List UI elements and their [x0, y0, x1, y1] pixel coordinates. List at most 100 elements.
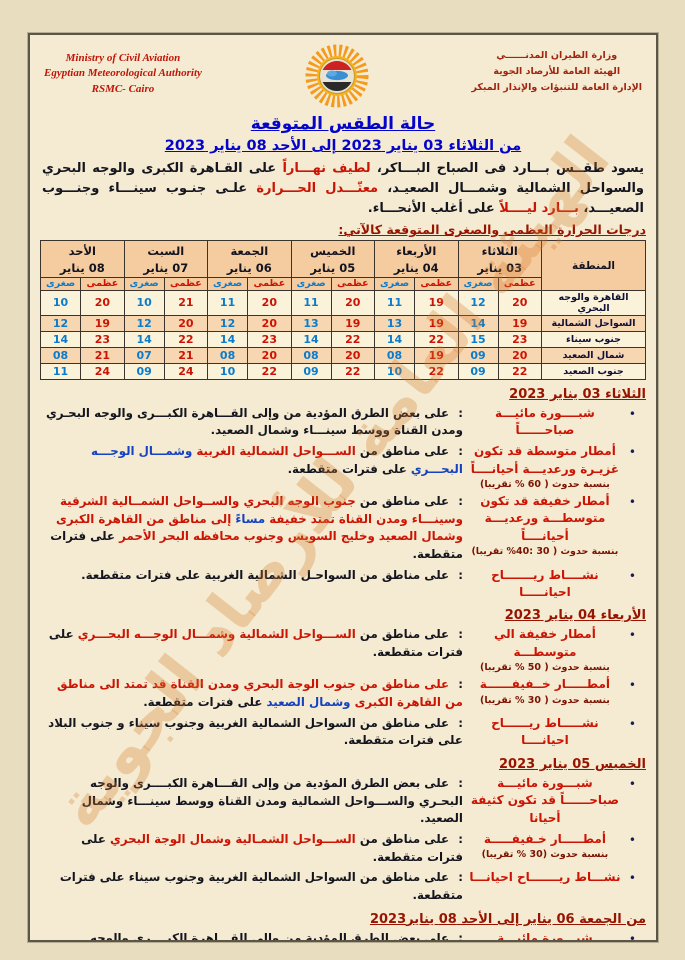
min-temp-cell: 14	[290, 330, 332, 348]
bullet-label-column: نشـــــاط ريــــــاح احيانــــا	[469, 715, 621, 750]
min-temp-cell: 14	[374, 330, 416, 348]
bullet-label: نشـــاط ريـــــــاح احيانـــا	[469, 870, 621, 885]
max-temp-cell: 22	[497, 362, 543, 380]
label-colon: :	[454, 493, 463, 508]
min-subheader: صغرى	[39, 276, 82, 291]
header-ar-line: وزارة الطيران المدنــــــي	[496, 50, 618, 61]
text-segment: جنوب الوجه البحري والســواحل الشمــالية …	[60, 493, 463, 526]
section-heading: الخميس 05 يناير 2023	[498, 756, 646, 772]
text-segment: على القـاهرة الكبرى والوجه البحري والسوا…	[42, 161, 644, 197]
text-segment: على مناطق من	[355, 627, 450, 642]
max-temp-cell: 19	[414, 346, 459, 364]
bullet-description: : على مناطق من جنوب الوجه البحري والســو…	[40, 493, 463, 564]
min-temp-cell: 12	[123, 314, 165, 332]
text-segment: على مناطق من السواحل الشمالية الغربية وج…	[59, 870, 463, 903]
table-body: القاهرة والوجه البحري 20 12 19 11 20 11 20 11 21 1…	[39, 289, 646, 380]
section-heading: الأربعاء 04 يناير 2023	[504, 608, 646, 624]
table-row: القاهرة والوجه البحري 20 12 19 11 20 11 20 11 21 1…	[39, 289, 646, 316]
min-temp-cell: 08	[290, 346, 332, 364]
bullet-label-column: أمطار خفيفة قد تكون متوسطـــة ورعديـــة …	[469, 493, 621, 557]
bullet-label: نشـــــاط ريــــــاح احيانــــا	[491, 715, 599, 747]
text-segment: على مناطق من السواحل الشمالية الغربية وج…	[48, 715, 463, 748]
max-temp-cell: 20	[330, 346, 376, 364]
label-colon: :	[454, 715, 463, 730]
min-temp-cell: 14	[39, 330, 82, 348]
bullet-dot-icon: •	[628, 406, 636, 421]
region-cell: شمال الصعيد	[541, 346, 646, 364]
min-temp-cell: 11	[290, 289, 332, 316]
daily-forecast-sections: الثلاثاء 03 يناير 2023 • شبــــورة مائيـــ…	[40, 386, 646, 942]
probability-note: بنسبة حدوث ( 50 % تقريبا)	[479, 662, 610, 674]
section-heading: الثلاثاء 03 يناير 2023	[509, 386, 646, 402]
forecast-bullet: • أمطار خفيفة الي متوسطـــة بنسبة حدوث ( 5…	[40, 626, 646, 673]
min-temp-cell: 12	[207, 314, 249, 332]
bullet-label-column: أمطار متوسطة قد تكون غزيـرة ورعديـــة أح…	[469, 443, 621, 490]
day-column-header: السبت 07 يناير	[123, 240, 209, 278]
day-name: الثلاثاء	[481, 244, 518, 259]
min-subheader: صغرى	[374, 276, 416, 291]
temperature-forecast-table: المنطقة الثلاثاء 03 يناير الأربعاء 04 يناير ا…	[39, 240, 646, 380]
text-segment: على بعض الطرق المؤدية من وإلى القـــاهرة…	[46, 405, 463, 438]
day-column-header: الثلاثاء 03 يناير	[457, 240, 543, 278]
day-date: 06 يناير	[226, 261, 272, 276]
bullet-label: أمطار متوسطة قد تكون غزيـرة ورعديـــة أح…	[470, 444, 620, 476]
max-temp-cell: 23	[497, 330, 543, 348]
bullet-dot-icon: •	[628, 445, 636, 460]
forecast-bullet: • نشـــاط ريـــــــاح احيانـــا: على مناط…	[40, 869, 646, 904]
max-subheader: عظمى	[330, 276, 376, 291]
bullet-label-column: نشــــاط ريـــــــاح احيانـــــا	[469, 567, 621, 602]
text-segment: لطيف نهـــاراً	[276, 161, 371, 176]
forecast-bullet: •شبـــورة مائيـــة صباحــــــاً: على بعض…	[40, 930, 646, 942]
text-segment: علـى جنـوب سينـــاء وجنـــوب الصعيـــد،	[42, 181, 644, 217]
table-row: السواحل الشمالية 19 14 19 13 19 13 20 12 20 12 19 12	[39, 314, 646, 332]
forecast-bullet: • شبــــورة مائيـــة صباحــــــاً : على بع…	[40, 405, 646, 440]
max-temp-cell: 20	[247, 289, 292, 316]
max-temp-cell: 20	[330, 289, 376, 316]
max-temp-cell: 20	[247, 346, 292, 364]
text-segment: وشمال الصعيد	[262, 694, 351, 709]
min-temp-cell: 08	[207, 346, 249, 364]
max-temp-cell: 24	[163, 362, 209, 380]
bullet-dot-icon: •	[628, 931, 636, 942]
day-date: 04 يناير	[393, 261, 439, 276]
max-temp-cell: 22	[414, 362, 459, 380]
bullet-description: : على مناطق من الســـواحل الشمالية وشمــ…	[40, 626, 463, 661]
text-segment: إلى مناطق من القاهرة الكبرى وشمال الصعيد…	[56, 511, 463, 544]
bullet-label: شبــــورة مائيـــة صباحــــــاً	[495, 405, 595, 438]
text-segment: يسود طقــس بـــارد فى الصباح البـــاكر،	[370, 161, 645, 176]
max-temp-cell: 20	[80, 289, 125, 316]
bullet-label: أمطـــــار خـفيفـــــة	[483, 832, 606, 847]
table-row: جنوب الصعيد 22 09 22 10 22 09 22 10 24 09 24 11	[39, 362, 646, 380]
bullet-label: أمطار خفيفة قد تكون متوسطـــة ورعديـــة …	[480, 493, 610, 543]
bullet-dot-icon: •	[628, 833, 636, 848]
text-segment: على أغلب الأنحـــاء.	[367, 201, 495, 217]
probability-note: بنسبة حدوث (30 % تقريبا)	[481, 849, 609, 861]
max-temp-cell: 20	[497, 289, 543, 316]
max-temp-cell: 22	[414, 330, 459, 348]
label-colon: :	[454, 677, 463, 692]
bullet-description: : على بعض الطرق المؤدية من وإلى القـــاه…	[40, 405, 463, 440]
max-temp-cell: 20	[163, 314, 209, 332]
max-temp-cell: 23	[80, 330, 125, 348]
temperature-table-caption: درجات الحرارة العظمى والصغرى المتوقعة كا…	[338, 222, 646, 238]
max-temp-cell: 22	[330, 330, 376, 348]
text-segment: على فترات متقطعة.	[50, 529, 463, 561]
text-segment: الســـواحل الشمالية وشمـــال الوجـــه ال…	[73, 627, 356, 642]
bullet-label-column: شبـــورة مائيـــة صباحــــــاً قد تكون ك…	[469, 775, 621, 827]
max-subheader: عظمى	[163, 276, 209, 291]
bullet-description: : على مناطق من السواحل الشمالية الغربية …	[40, 715, 463, 750]
table-subheader-row: عظمى صغرى عظمى صغرى عظمى صغرى عظمى صغرى عظمى صغرى…	[39, 276, 646, 291]
max-temp-cell: 22	[330, 362, 376, 380]
bullet-label: شبـــورة مائيـــة صباحــــــاً	[497, 930, 593, 942]
bullet-label-column: أمطـــــار خـفيفـــــة بنسبة حدوث (30 % ت…	[469, 831, 621, 860]
bullet-description: : على مناطق من السواحـل الشمالية الغربية…	[40, 567, 463, 585]
bullet-label-column: أمطار خفيفة الي متوسطـــة بنسبة حدوث ( 50…	[469, 626, 621, 673]
max-temp-cell: 21	[80, 346, 125, 364]
day-column-header: الخميس 05 يناير	[290, 240, 376, 278]
label-colon: :	[454, 930, 463, 942]
bullet-label-column: شبــــورة مائيـــة صباحــــــاً	[469, 405, 621, 440]
min-temp-cell: 11	[374, 289, 416, 316]
region-cell: القاهرة والوجه البحري	[541, 289, 646, 316]
min-temp-cell: 13	[290, 314, 332, 332]
text-segment: على مناطق من	[355, 444, 450, 459]
